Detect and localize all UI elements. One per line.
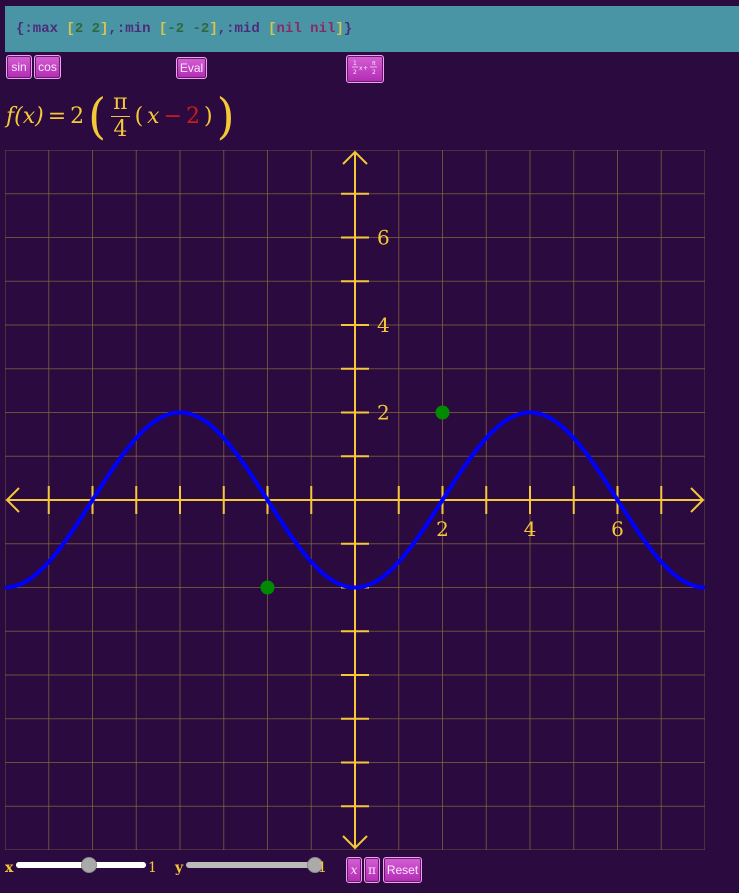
svg-text:2: 2 bbox=[353, 69, 357, 76]
formula-amplitude: 2 bbox=[70, 103, 85, 129]
y-slider-thumb[interactable] bbox=[307, 857, 323, 873]
y-tick-label: 4 bbox=[377, 313, 390, 337]
code-token bbox=[260, 21, 268, 37]
formula-frac-num: π bbox=[111, 89, 130, 117]
code-token: 2 bbox=[91, 21, 101, 37]
critical-points[interactable] bbox=[260, 405, 450, 595]
y-axis-top-arrow bbox=[342, 150, 368, 165]
x-slider-label: x bbox=[5, 860, 14, 876]
x-tick-label: 6 bbox=[611, 517, 624, 541]
svg-text:2: 2 bbox=[372, 69, 376, 76]
formula-equals: = bbox=[47, 103, 67, 129]
code-token bbox=[58, 21, 66, 37]
code-token: :min bbox=[116, 21, 151, 37]
formula-var: x bbox=[147, 103, 160, 129]
formula-fraction: π 4 bbox=[111, 89, 130, 142]
formula-shift: 2 bbox=[186, 103, 201, 129]
code-token bbox=[83, 21, 91, 37]
x-slider-thumb[interactable] bbox=[80, 857, 97, 873]
code-token: , bbox=[108, 21, 117, 37]
x-axis-right-arrow bbox=[690, 487, 705, 513]
code-token: ] bbox=[100, 21, 109, 37]
y-tick-label: 6 bbox=[377, 226, 390, 250]
code-token: -2 bbox=[192, 21, 210, 37]
sin-button[interactable]: sin bbox=[6, 55, 32, 79]
formula-minus: − bbox=[163, 103, 183, 129]
code-token: [ bbox=[66, 21, 75, 37]
formula-inner-close: ) bbox=[204, 103, 213, 129]
code-token bbox=[302, 21, 310, 37]
code-token: [ bbox=[268, 21, 277, 37]
code-token: } bbox=[343, 21, 353, 37]
formula-frac-den: 4 bbox=[113, 116, 128, 142]
code-token: 2 bbox=[74, 21, 84, 37]
y-axis-bottom-arrow bbox=[342, 835, 368, 850]
code-token: :max bbox=[24, 21, 59, 37]
axes bbox=[5, 150, 705, 850]
cos-button[interactable]: cos bbox=[34, 55, 61, 79]
code-token: , bbox=[217, 21, 227, 37]
critical-point-min[interactable] bbox=[260, 580, 275, 595]
code-token bbox=[184, 21, 192, 37]
x-tick-label: 2 bbox=[436, 517, 449, 541]
map-display-bar: {:max [2 2],:min [-2 -2],:mid [nil nil]} bbox=[5, 6, 739, 52]
code-token: -2 bbox=[167, 21, 185, 37]
insert-pi-button[interactable]: π bbox=[364, 857, 380, 883]
y-tick-label: 2 bbox=[377, 401, 390, 425]
function-formula: f(x) = 2 ( π 4 (x − 2) ) bbox=[6, 90, 235, 142]
function-graph[interactable]: 2 4 6 2 4 6 bbox=[5, 150, 705, 850]
critical-point-max[interactable] bbox=[435, 405, 450, 420]
svg-text:+: + bbox=[363, 65, 368, 72]
code-token: :mid bbox=[226, 21, 260, 37]
x-slider[interactable] bbox=[16, 857, 146, 873]
formula-open-paren: ( bbox=[88, 87, 107, 145]
y-slider-value: 1 bbox=[318, 860, 327, 876]
svg-text:x: x bbox=[359, 65, 363, 72]
formula-func: f(x) bbox=[6, 103, 44, 129]
sine-curve bbox=[5, 410, 705, 590]
svg-text:π: π bbox=[372, 60, 376, 67]
code-token: [ bbox=[158, 21, 168, 37]
x-axis-left-arrow bbox=[5, 487, 20, 513]
code-token: nil bbox=[276, 21, 302, 37]
formula-inner-open: ( bbox=[134, 103, 144, 129]
code-token: ] bbox=[335, 21, 344, 37]
eval-button[interactable]: Eval bbox=[176, 57, 207, 79]
y-slider-label: y bbox=[175, 860, 184, 876]
insert-x-button[interactable]: x bbox=[346, 857, 362, 883]
x-tick-label: 4 bbox=[524, 517, 537, 541]
svg-text:1: 1 bbox=[353, 60, 357, 67]
code-token: ] bbox=[209, 21, 218, 37]
code-token bbox=[150, 21, 158, 37]
y-slider[interactable] bbox=[186, 857, 323, 873]
x-slider-value: 1 bbox=[148, 860, 157, 876]
fraction-sum-icon: 1 2 x + π 2 bbox=[352, 60, 377, 76]
code-token: nil bbox=[310, 21, 336, 37]
reset-button[interactable]: Reset bbox=[383, 857, 422, 883]
code-token: { bbox=[16, 21, 25, 37]
fraction-template-button[interactable]: 1 2 x + π 2 bbox=[346, 55, 384, 83]
formula-close-paren: ) bbox=[216, 87, 235, 145]
tick-labels: 2 4 6 2 4 6 bbox=[377, 226, 624, 542]
